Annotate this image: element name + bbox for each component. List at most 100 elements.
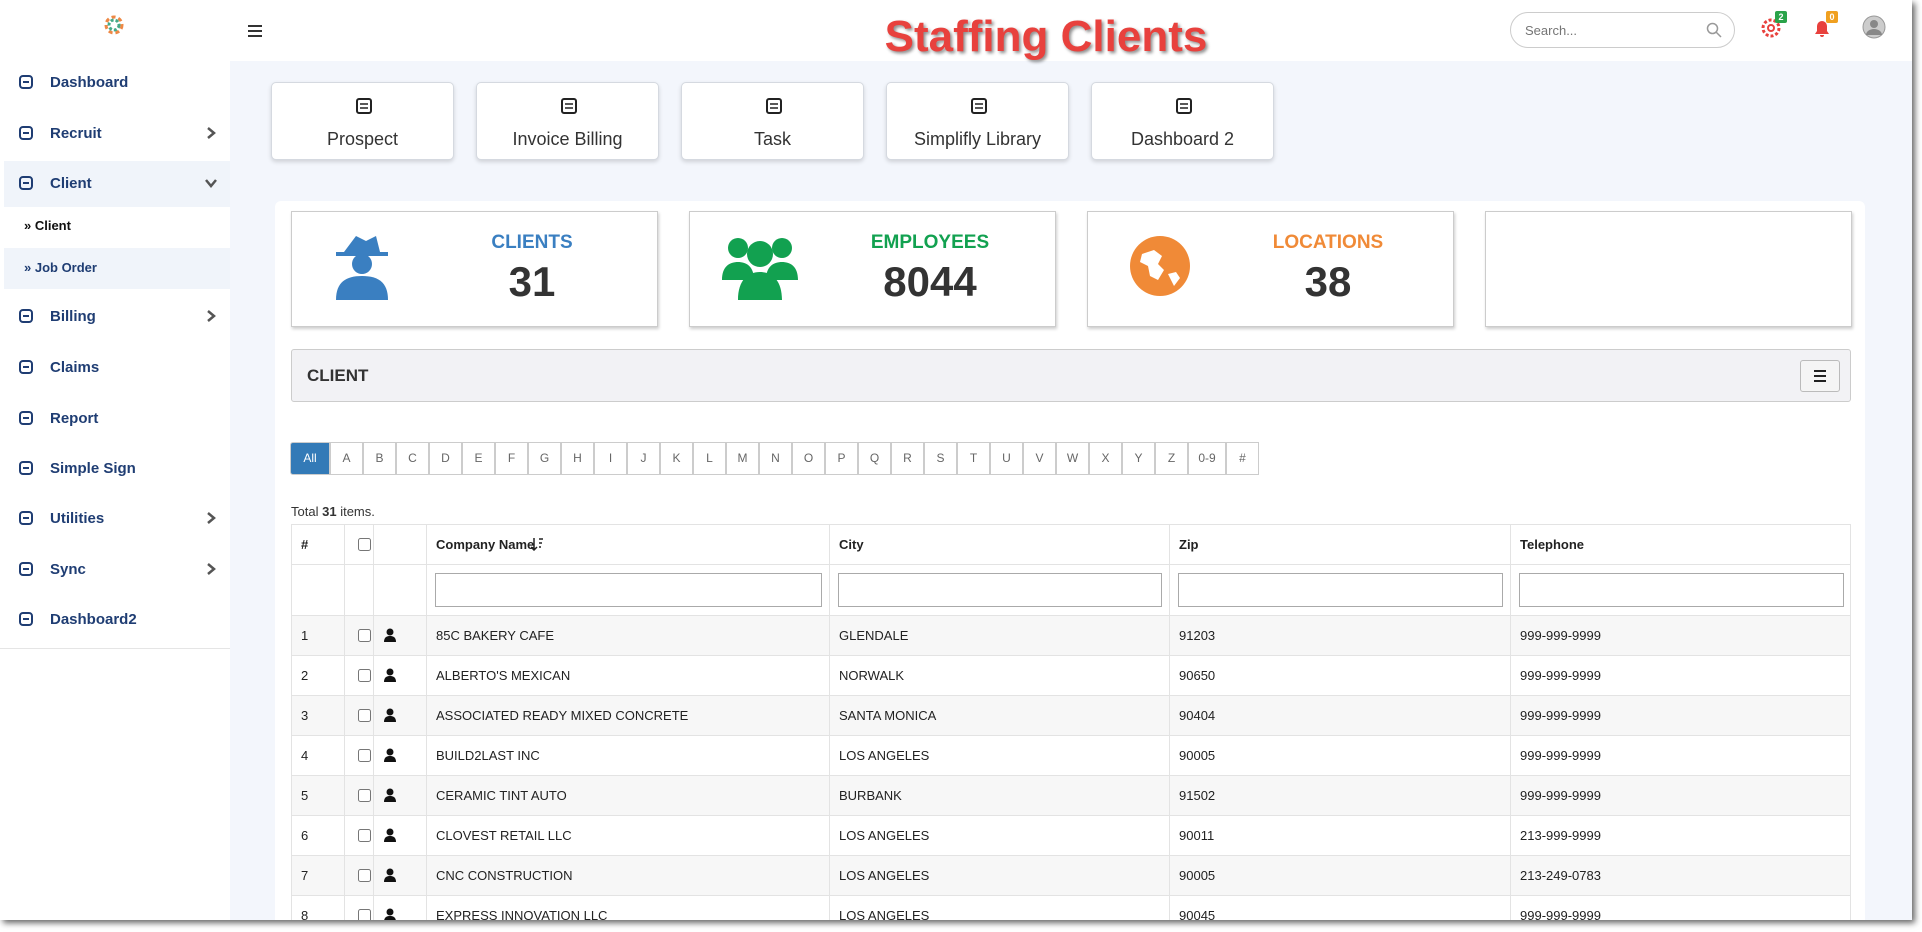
alphabet-filter-button[interactable]: Z [1155, 442, 1188, 475]
quick-link-button[interactable]: Simplifly Library [886, 82, 1069, 160]
column-filter-input[interactable] [838, 573, 1162, 607]
table-row: 5 CERAMIC TINT AUTO BURBANK 91502 999-999-99… [292, 776, 1850, 816]
panel-title: CLIENT [307, 366, 369, 385]
table-row: 4 BUILD2LAST INC LOS ANGELES 90005 999-999-9… [292, 736, 1850, 776]
alphabet-filter-button[interactable]: F [495, 442, 528, 475]
row-checkbox[interactable] [358, 669, 371, 682]
table-cell[interactable] [374, 776, 427, 815]
row-checkbox[interactable] [358, 629, 371, 642]
table-cell: 7 [292, 856, 345, 895]
nav-item[interactable]: Billing [0, 296, 230, 336]
chevron [204, 562, 218, 576]
panel-menu-button[interactable] [1800, 360, 1840, 392]
alphabet-filter-button[interactable]: T [957, 442, 990, 475]
alphabet-filter-button[interactable]: E [462, 442, 495, 475]
alphabet-filter-button[interactable]: # [1226, 442, 1259, 475]
table-cell: 999-999-9999 [1511, 736, 1850, 775]
nav-icon [19, 360, 33, 374]
nav-subitem[interactable]: » Job Order [24, 260, 97, 275]
quick-link-button[interactable]: Task [681, 82, 864, 160]
nav-item[interactable]: Recruit [0, 113, 230, 153]
nav-item[interactable]: Claims [0, 347, 230, 387]
row-checkbox[interactable] [358, 909, 371, 920]
table-row: 8 EXPRESS INNOVATION LLC LOS ANGELES 90045 9… [292, 896, 1850, 920]
table-cell: LOS ANGELES [830, 816, 1170, 855]
table-cell[interactable] [374, 896, 427, 920]
table-cell: 999-999-9999 [1511, 696, 1850, 735]
alphabet-filter-button[interactable]: 0-9 [1188, 442, 1226, 475]
alphabet-filter-button[interactable]: V [1023, 442, 1056, 475]
column-filter-input[interactable] [435, 573, 822, 607]
table-cell[interactable] [374, 656, 427, 695]
table-cell[interactable] [374, 816, 427, 855]
table-cell[interactable] [374, 696, 427, 735]
nav-item[interactable]: Sync [0, 549, 230, 589]
alphabet-filter-button[interactable]: U [990, 442, 1023, 475]
nav-label: Dashboard [50, 74, 129, 91]
table-cell: LOS ANGELES [830, 736, 1170, 775]
nav-icon [19, 176, 33, 190]
alphabet-filter-button[interactable]: M [726, 442, 759, 475]
table-cell[interactable] [374, 616, 427, 655]
nav-item[interactable]: Dashboard2 [0, 599, 230, 639]
column-filter-input[interactable] [1178, 573, 1503, 607]
alphabet-filter-button[interactable]: H [561, 442, 594, 475]
row-checkbox[interactable] [358, 749, 371, 762]
alphabet-filter-button[interactable]: S [924, 442, 957, 475]
alphabet-filter-button[interactable]: C [396, 442, 429, 475]
alphabet-filter-button[interactable]: P [825, 442, 858, 475]
alphabet-filter-button[interactable]: B [363, 442, 396, 475]
nav-icon [19, 461, 33, 475]
bell-badge: 0 [1826, 11, 1838, 23]
filter-cell [345, 565, 374, 615]
alphabet-filter-button[interactable]: N [759, 442, 792, 475]
nav-item[interactable]: Simple Sign [0, 448, 230, 488]
alphabet-filter-button[interactable]: Q [858, 442, 891, 475]
row-checkbox[interactable] [358, 869, 371, 882]
alphabet-filter-button[interactable]: I [594, 442, 627, 475]
table-cell: 999-999-9999 [1511, 656, 1850, 695]
table-cell: ALBERTO'S MEXICAN [427, 656, 830, 695]
nav-subitem[interactable]: » Client [24, 218, 71, 233]
table-cell[interactable] [374, 856, 427, 895]
user-avatar[interactable] [1862, 15, 1886, 39]
search-input[interactable] [1510, 12, 1735, 48]
stat-card: CLIENTS 31 [291, 211, 658, 327]
bell-icon[interactable] [1811, 17, 1833, 39]
quick-link-button[interactable]: Dashboard 2 [1091, 82, 1274, 160]
alphabet-filter-button[interactable]: All [290, 442, 330, 475]
table-cell[interactable] [374, 736, 427, 775]
table-cell: SANTA MONICA [830, 696, 1170, 735]
nav-item[interactable]: Dashboard [0, 62, 230, 102]
select-all-checkbox[interactable] [358, 538, 371, 551]
alphabet-filter-button[interactable]: Y [1122, 442, 1155, 475]
alphabet-filter-button[interactable]: O [792, 442, 825, 475]
alphabet-filter-button[interactable]: D [429, 442, 462, 475]
quick-link-button[interactable]: Prospect [271, 82, 454, 160]
alphabet-filter-button[interactable]: W [1056, 442, 1089, 475]
row-view-icon [383, 908, 397, 920]
total-items: Total 31 items. [291, 504, 375, 519]
nav-item[interactable]: Report [0, 398, 230, 438]
alphabet-filter-button[interactable]: G [528, 442, 561, 475]
alphabet-filter-button[interactable]: R [891, 442, 924, 475]
nav-item[interactable]: Client [0, 163, 230, 203]
quick-link-button[interactable]: Invoice Billing [476, 82, 659, 160]
alphabet-filter-button[interactable]: X [1089, 442, 1122, 475]
menu-toggle[interactable] [247, 23, 263, 39]
row-checkbox[interactable] [358, 709, 371, 722]
alphabet-filter-button[interactable]: K [660, 442, 693, 475]
row-checkbox[interactable] [358, 789, 371, 802]
nav-icon [19, 411, 33, 425]
alphabet-filter-button[interactable]: L [693, 442, 726, 475]
column-header[interactable]: Company Name [427, 525, 830, 564]
row-checkbox[interactable] [358, 829, 371, 842]
table-cell: 91502 [1170, 776, 1511, 815]
settings-icon[interactable] [1760, 17, 1782, 39]
column-filter-input[interactable] [1519, 573, 1844, 607]
alphabet-filter-button[interactable]: A [330, 442, 363, 475]
nav-item[interactable]: Utilities [0, 498, 230, 538]
column-header: Telephone [1511, 525, 1850, 564]
search-icon [1706, 22, 1722, 38]
alphabet-filter-button[interactable]: J [627, 442, 660, 475]
